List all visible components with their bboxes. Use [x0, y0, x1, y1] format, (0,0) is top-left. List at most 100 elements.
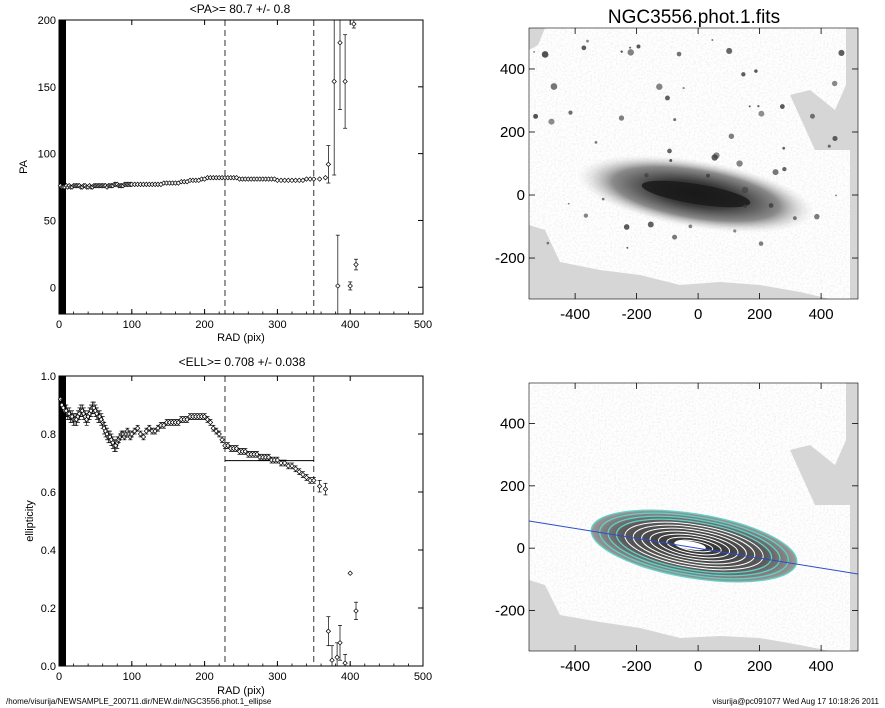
ell-data-point [161, 422, 167, 428]
field-star [782, 166, 787, 172]
field-star [754, 69, 758, 73]
pa-black-bar [59, 20, 66, 314]
image-frame [528, 27, 859, 300]
footer-path: /home/visurija/NEWSAMPLE_200711.dir/NEW.… [6, 697, 272, 706]
pa-data-point [322, 174, 329, 181]
pa-xtick-label: 100 [123, 319, 141, 331]
field-star [748, 105, 751, 108]
field-star [688, 224, 693, 229]
field-star [814, 213, 820, 220]
img1-xtick-label: -200 [622, 306, 652, 323]
field-star [623, 224, 630, 230]
pa-xtick-label: 200 [195, 319, 213, 331]
ell-data-point [242, 448, 249, 455]
isophote-ellipse [666, 536, 722, 556]
pa-data-point [316, 176, 323, 182]
ell-data-point [254, 451, 260, 457]
ell-data-point [216, 431, 222, 437]
field-star [736, 160, 743, 167]
pa-title: <PA>= 80.7 +/- 0.8 [190, 2, 291, 16]
masked-region-bottom-left-2 [529, 580, 830, 651]
field-star [669, 158, 673, 162]
field-star [676, 51, 682, 57]
image-title: NGC3556.phot.1.fits [608, 7, 780, 28]
field-star [620, 50, 623, 53]
ell-data-point [281, 460, 288, 466]
ell-xtick-label: 100 [123, 671, 141, 683]
field-star [838, 49, 845, 56]
field-star [618, 115, 625, 121]
field-star [546, 241, 550, 245]
pa-data-point [311, 176, 317, 182]
field-star [667, 148, 672, 154]
ell-data-point [233, 445, 240, 452]
ell-data-point [292, 466, 299, 472]
ell-data-point [311, 477, 317, 484]
img2-xtick-label: -200 [622, 658, 652, 675]
pa-ytick-label: 50 [44, 215, 56, 227]
ell-plot-frame [58, 375, 424, 667]
ell-ytick-label: 0.2 [41, 603, 56, 615]
field-star [758, 241, 764, 246]
field-star [792, 216, 797, 221]
field-star [832, 135, 838, 142]
overlay-image [529, 383, 858, 651]
ell-ylabel: ellipticity [24, 500, 36, 542]
ell-data-point [140, 434, 147, 440]
field-star [835, 194, 837, 197]
ell-xlabel: RAD (pix) [217, 685, 265, 697]
isophote-ellipse [590, 509, 798, 583]
pa-data-point [353, 261, 359, 268]
pa-data-point [296, 177, 302, 184]
img2-ytick-label: 400 [500, 416, 525, 433]
ell-data-point [289, 463, 295, 469]
galaxy-image-panel: NGC3556.phot.1.fits -400 -200 0 200 400 -200… [495, 7, 859, 323]
ell-panel: <ELL>= 0.708 +/- 0.038 0 100 200 300 400 500 … [24, 355, 432, 697]
field-star [827, 144, 831, 148]
img2-ytick-label: 200 [500, 478, 525, 495]
pa-xtick-label: 300 [268, 319, 286, 331]
ell-data-point [296, 469, 302, 475]
img1-xtick-label: -400 [560, 306, 590, 323]
ell-data-point [155, 425, 161, 431]
galaxy-core [641, 180, 751, 208]
field-star [629, 46, 632, 49]
img2-ytick-label: -200 [495, 602, 525, 619]
ell-data-point [213, 428, 219, 434]
ell-data-point [137, 431, 144, 437]
overlay-frame [528, 382, 859, 652]
img2-xtick-label: 0 [694, 658, 702, 675]
img2-xtick-label: 200 [747, 658, 772, 675]
isophote-ellipse [607, 515, 781, 577]
field-star [741, 72, 746, 77]
field-star [656, 83, 663, 90]
pa-data-point [347, 283, 353, 289]
img1-ytick-label: -200 [495, 250, 525, 267]
ell-data-point [132, 428, 138, 434]
masked-region-top-right [790, 28, 858, 299]
ell-data-point [347, 570, 353, 576]
ell-xtick-label: 200 [195, 671, 213, 683]
ell-data-point [219, 437, 225, 443]
pa-xtick-label: 400 [341, 319, 359, 331]
isophote-ellipse [632, 524, 756, 568]
field-star [550, 83, 558, 90]
pa-data-point [303, 176, 310, 182]
pa-data-point [281, 177, 288, 184]
ell-xtick-label: 500 [414, 671, 432, 683]
ell-data-point [201, 413, 208, 420]
ell-ytick-label: 0.6 [41, 487, 56, 499]
field-star [636, 44, 641, 49]
pa-ytick-label: 150 [38, 82, 56, 94]
field-star [706, 173, 710, 178]
pa-data-point [331, 78, 337, 85]
field-star [768, 203, 774, 208]
ell-data-point [152, 428, 158, 434]
pa-xtick-label: 0 [56, 319, 62, 331]
field-star [568, 110, 573, 115]
field-star [548, 118, 555, 125]
ell-data-point [207, 419, 214, 426]
isophote-ellipse [598, 512, 790, 580]
ell-data-point [307, 477, 313, 484]
